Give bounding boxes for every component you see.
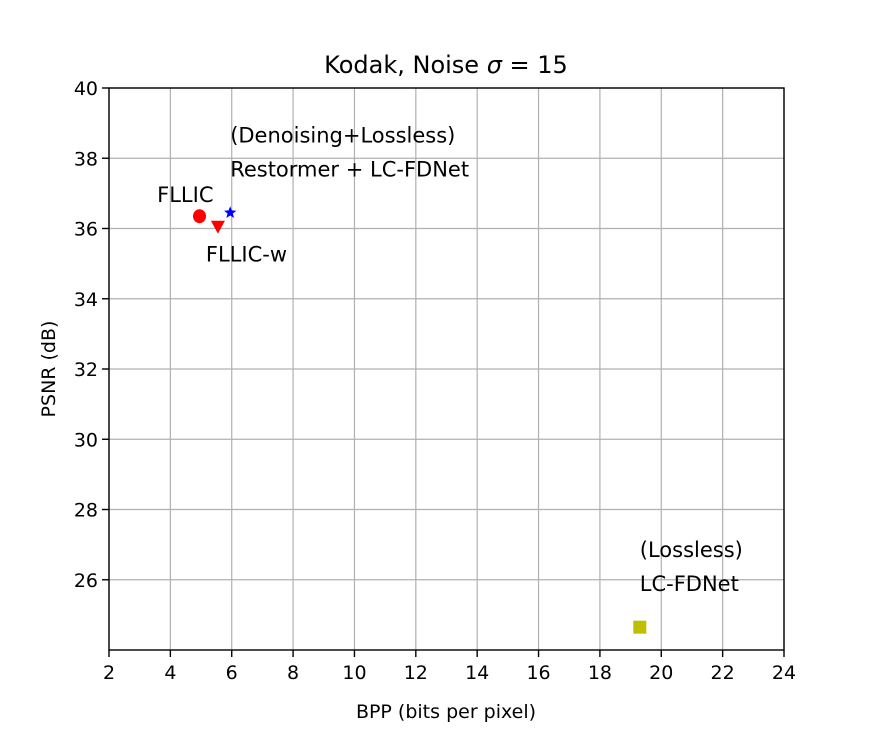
y-tick-label: 30 bbox=[74, 429, 98, 451]
point-annotations: FLLIC FLLIC-w (Denoising+Lossless) Restorme… bbox=[157, 124, 743, 596]
point-label: Restormer + LC-FDNet bbox=[230, 158, 469, 182]
y-tick-label: 38 bbox=[74, 148, 98, 170]
data-points bbox=[193, 206, 647, 634]
x-tick-label: 22 bbox=[711, 662, 735, 684]
point-circle bbox=[193, 209, 207, 224]
y-tick-label: 36 bbox=[74, 219, 98, 241]
x-tick-label: 20 bbox=[649, 662, 673, 684]
y-tick-label: 32 bbox=[74, 359, 98, 381]
x-tick-label: 18 bbox=[588, 662, 612, 684]
x-tick-label: 8 bbox=[287, 662, 299, 684]
point-label: FLLIC bbox=[157, 183, 213, 207]
y-axis-title: PSNR (dB) bbox=[38, 321, 60, 418]
y-tick-label: 34 bbox=[74, 289, 98, 311]
point-label: FLLIC-w bbox=[206, 243, 287, 267]
x-axis-title: BPP (bits per pixel) bbox=[356, 701, 536, 723]
x-tick-label: 2 bbox=[103, 662, 115, 684]
point-label: (Lossless) bbox=[640, 538, 743, 562]
point-star bbox=[224, 206, 237, 218]
point-label: (Denoising+Lossless) bbox=[230, 124, 455, 148]
point-label: LC-FDNet bbox=[640, 572, 739, 596]
x-tick-label: 6 bbox=[226, 662, 238, 684]
chart-title: Kodak, Noise σ = 15 bbox=[324, 51, 568, 79]
point-triangle-down bbox=[210, 220, 225, 234]
plot-frame bbox=[108, 87, 785, 651]
x-tick-label: 24 bbox=[772, 662, 796, 684]
x-tick-label: 12 bbox=[404, 662, 428, 684]
y-tick-label: 40 bbox=[74, 78, 98, 100]
x-tick-label: 10 bbox=[342, 662, 366, 684]
y-tick-label: 26 bbox=[74, 570, 98, 592]
x-tick-label: 16 bbox=[526, 662, 550, 684]
x-tick-label: 4 bbox=[164, 662, 176, 684]
point-square bbox=[633, 620, 647, 634]
x-tick-label: 14 bbox=[465, 662, 489, 684]
y-tick-label: 28 bbox=[74, 500, 98, 522]
